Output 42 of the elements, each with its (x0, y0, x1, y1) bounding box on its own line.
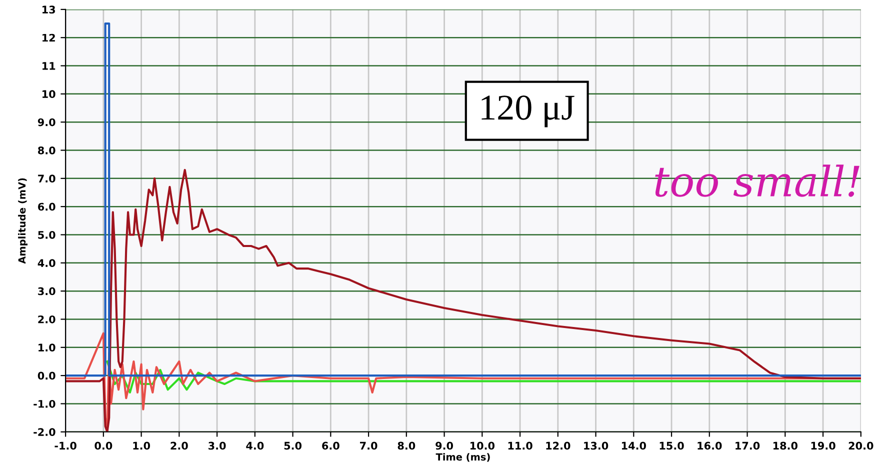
y-tick-label: 4.0 (38, 259, 56, 268)
y-tick-label: 2.0 (38, 315, 56, 324)
x-tick-label: 19.0 (811, 442, 836, 450)
y-tick-label: 8.0 (38, 146, 56, 154)
y-axis-title: Amplitude (mV) (18, 178, 28, 264)
y-tick-label: 1.0 (38, 344, 56, 352)
x-tick-label: 15.0 (660, 442, 684, 450)
x-tick-label: 7.0 (360, 442, 378, 450)
y-tick-label: -1.0 (34, 400, 56, 408)
y-tick-label: 0.0 (38, 372, 56, 380)
x-tick-label: 18.0 (773, 442, 798, 450)
x-tick-label: 12.0 (546, 442, 570, 450)
x-tick-label: 1.0 (133, 442, 150, 450)
x-tick-label: 10.0 (470, 442, 495, 450)
y-tick-label: 7.0 (38, 174, 56, 183)
x-tick-label: 8.0 (398, 442, 416, 450)
y-tick-label: 6.0 (38, 202, 56, 211)
x-tick-label: 20.0 (848, 442, 874, 450)
y-tick-label: 10 (42, 90, 56, 98)
x-tick-label: 17.0 (736, 442, 760, 450)
x-tick-label: 16.0 (698, 442, 722, 450)
x-tick-label: -1.0 (54, 442, 76, 450)
y-tick-label: 3.0 (38, 287, 56, 296)
x-tick-label: 9.0 (436, 442, 454, 450)
y-tick-label: 12 (42, 34, 55, 42)
x-tick-label: 11.0 (508, 442, 532, 450)
line-series (106, 360, 861, 394)
x-axis-title: Time (ms) (436, 453, 490, 462)
x-tick-label: 4.0 (246, 442, 264, 450)
x-tick-label: 0.0 (94, 442, 112, 450)
annotation: 120 μJ (482, 95, 574, 128)
x-tick-label: 6.0 (322, 442, 340, 450)
x-tick-label: 3.0 (208, 442, 226, 450)
y-tick-label: 13 (42, 6, 55, 14)
y-tick-label: 5.0 (38, 230, 56, 239)
y-tick-label: 11 (42, 62, 56, 70)
x-tick-label: 2.0 (170, 442, 188, 450)
y-tick-label: -2.0 (34, 428, 56, 436)
x-tick-label: 5.0 (284, 442, 302, 450)
x-tick-label: 13.0 (584, 442, 608, 450)
x-tick-label: 14.0 (622, 442, 646, 450)
y-tick-label: 9.0 (38, 118, 56, 126)
